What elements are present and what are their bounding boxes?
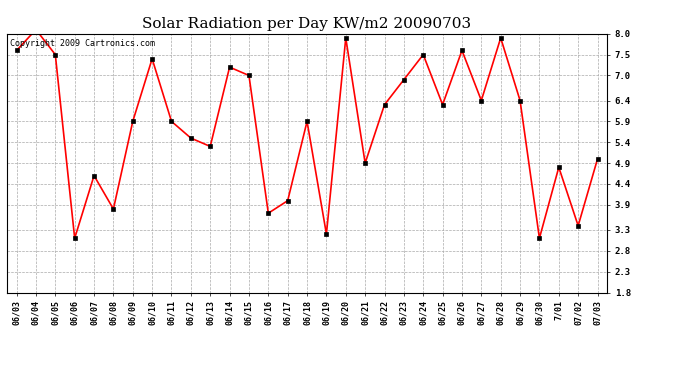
Text: Copyright 2009 Cartronics.com: Copyright 2009 Cartronics.com	[10, 39, 155, 48]
Title: Solar Radiation per Day KW/m2 20090703: Solar Radiation per Day KW/m2 20090703	[143, 17, 471, 31]
